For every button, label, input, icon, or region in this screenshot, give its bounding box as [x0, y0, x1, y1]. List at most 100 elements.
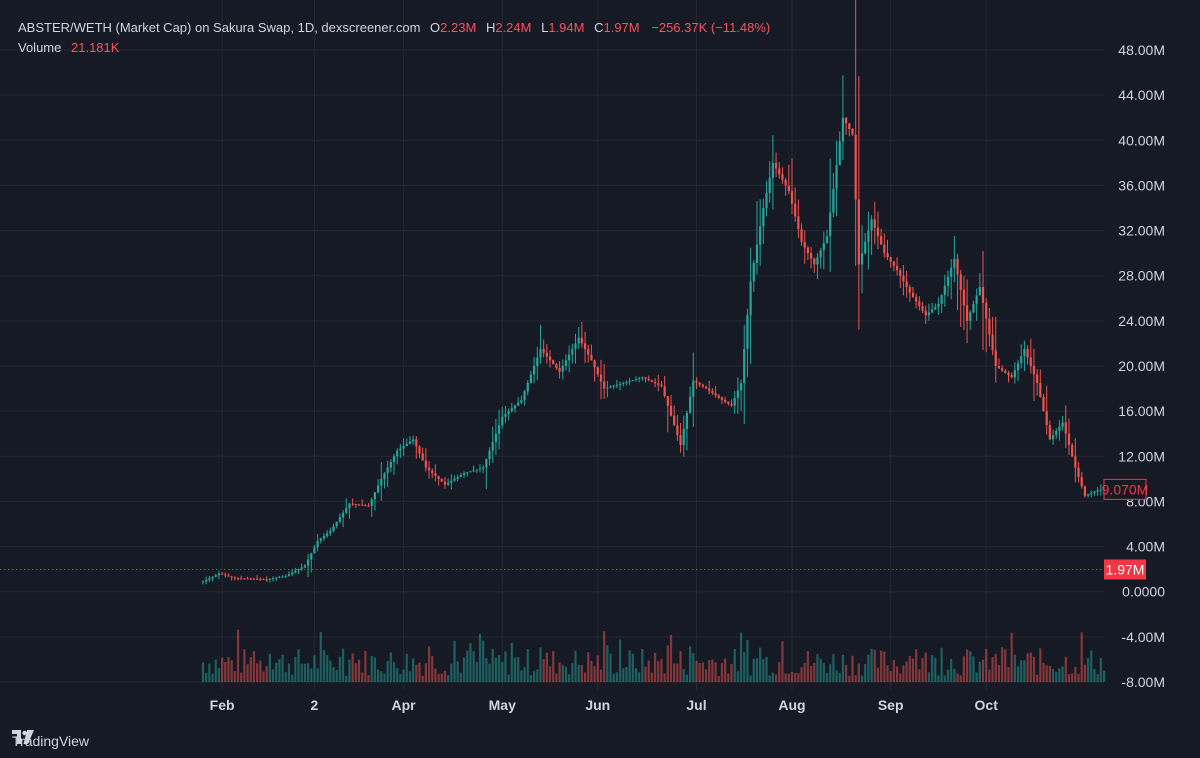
volume-bar: [408, 671, 412, 682]
volume-bar: [367, 675, 370, 682]
volume-bar: [956, 673, 959, 682]
volume-bar: [434, 668, 437, 682]
candle: [641, 376, 644, 381]
volume-bar: [297, 649, 300, 682]
candle-body: [472, 470, 475, 472]
candle-body: [867, 230, 870, 242]
candle: [488, 446, 491, 466]
candle: [1055, 428, 1058, 439]
candle-body: [268, 578, 271, 580]
candle-body: [1013, 370, 1016, 378]
volume-bar: [762, 659, 765, 682]
candle: [663, 375, 666, 398]
candle: [246, 576, 249, 580]
volume-bar: [934, 657, 937, 682]
candle: [669, 395, 673, 417]
volume-bar: [370, 656, 373, 682]
volume-bar: [628, 650, 631, 682]
candle-body: [822, 243, 825, 251]
candle-body: [956, 258, 959, 275]
volume-bar: [1061, 666, 1064, 682]
candle: [892, 260, 895, 272]
candle-body: [657, 383, 660, 385]
candle-body: [759, 226, 762, 245]
candle-body: [319, 538, 322, 541]
candle: [297, 568, 300, 575]
candle-body: [313, 547, 316, 554]
candle-body: [348, 503, 351, 509]
volume-bar: [281, 654, 284, 682]
candle-body: [427, 467, 431, 471]
candle-body: [962, 289, 966, 306]
candle-body: [625, 381, 628, 383]
candle-body: [392, 456, 396, 462]
y-tick-label: 44.00M: [1118, 87, 1165, 103]
candle-body: [612, 385, 615, 387]
candle: [472, 465, 475, 473]
volume-bar: [1010, 632, 1013, 682]
candle: [396, 448, 399, 465]
candle-body: [526, 382, 529, 392]
volume-bar: [752, 658, 755, 682]
volume-bar: [787, 673, 790, 682]
volume-bar: [262, 671, 265, 682]
candle: [529, 370, 533, 384]
candle-body: [634, 379, 638, 381]
candle-body: [628, 381, 631, 383]
volume-bar: [345, 675, 348, 682]
volume-bar: [214, 659, 217, 682]
symbol-title[interactable]: ABSTER/WETH (Market Cap) on Sakura Swap,…: [18, 20, 421, 35]
volume-bar: [1093, 669, 1096, 682]
volume-bar: [988, 669, 991, 682]
candle-body: [1029, 357, 1032, 366]
candle: [303, 564, 306, 569]
candle-body: [724, 399, 727, 402]
candle-body: [797, 216, 800, 230]
candle: [466, 471, 469, 477]
candle-body: [905, 281, 908, 287]
candle: [555, 362, 558, 371]
candle-body: [743, 349, 746, 383]
candle: [1071, 442, 1074, 458]
candle-body: [975, 295, 978, 304]
y-tick-label: 4.00M: [1126, 539, 1165, 555]
candle: [364, 504, 367, 507]
candle: [294, 567, 297, 574]
candle: [475, 469, 478, 473]
candle: [749, 247, 752, 364]
candle-body: [217, 573, 221, 576]
candle-body: [886, 253, 889, 258]
volume-bar: [529, 675, 533, 682]
candle-body: [440, 478, 443, 482]
volume-bar: [412, 658, 415, 682]
volume-bar: [459, 672, 462, 682]
candle: [380, 462, 383, 501]
candle: [946, 270, 950, 297]
tradingview-attribution[interactable]: TradingView: [12, 730, 89, 752]
candle-body: [650, 380, 654, 382]
volume-bar: [268, 653, 271, 682]
volume-bar: [851, 655, 854, 682]
volume-bar: [822, 663, 825, 682]
candle-body: [1055, 430, 1058, 436]
volume-value: 21.181K: [71, 40, 120, 55]
candle-body: [698, 382, 701, 385]
candle-body: [201, 581, 205, 583]
volume-bar: [587, 652, 590, 682]
volume-bar: [663, 673, 666, 682]
candle-body: [287, 574, 291, 576]
candle: [240, 575, 243, 580]
candle-body: [504, 413, 507, 417]
volume-bar: [389, 652, 392, 682]
candle-body: [965, 305, 969, 321]
candle-body: [1096, 490, 1099, 492]
volume-bar: [819, 658, 822, 682]
candle: [701, 383, 704, 389]
candle: [520, 395, 523, 405]
volume-bar: [1055, 671, 1058, 682]
candle: [482, 465, 485, 474]
candle-body: [453, 478, 456, 481]
volume-bar: [275, 662, 278, 682]
